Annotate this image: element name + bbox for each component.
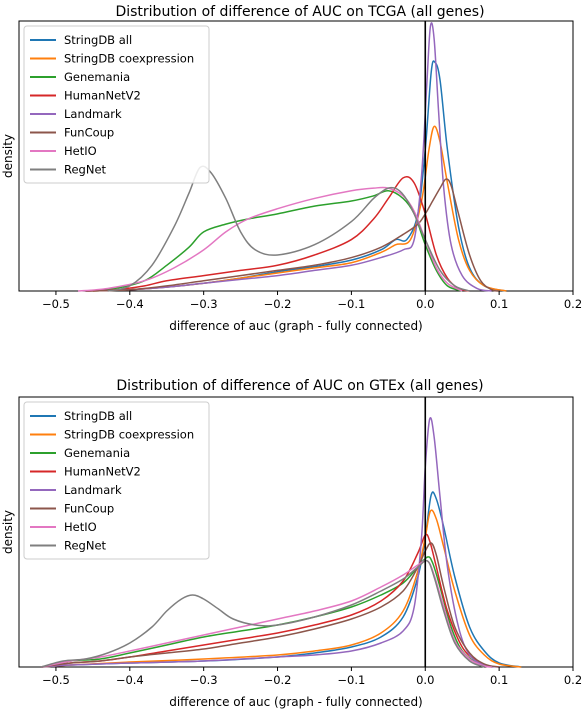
legend-entry: Landmark (64, 107, 122, 121)
legend-entry: Landmark (64, 483, 122, 497)
y-axis-label: density (1, 134, 15, 178)
x-tick-label: −0.1 (337, 297, 365, 311)
series-line (41, 559, 492, 668)
x-ticks: −0.5 −0.4 −0.3 −0.2 −0.1 0.0 0.1 0.2 (42, 667, 582, 687)
x-tick-label: −0.5 (42, 297, 70, 311)
x-ticks: −0.5 −0.4 −0.3 −0.2 −0.1 0.0 0.1 0.2 (42, 291, 582, 311)
legend-entry: Genemania (64, 70, 130, 84)
chart-tcga: Distribution of difference of AUC on TCG… (1, 4, 582, 333)
series-line (85, 175, 470, 292)
legend-entry: Genemania (64, 446, 130, 460)
series-line (41, 556, 492, 668)
x-tick-label: 0.2 (564, 297, 582, 311)
series-line (85, 22, 492, 292)
legend-entry: RegNet (64, 163, 107, 177)
x-axis-label: difference of auc (graph - fully connect… (169, 695, 423, 709)
series-line (40, 559, 485, 668)
x-tick-label: 0.0 (416, 297, 434, 311)
plot-frame (18, 396, 574, 668)
x-tick-label: 0.1 (490, 297, 508, 311)
legend-entry: HumanNetV2 (64, 465, 141, 479)
chart-title: Distribution of difference of AUC on GTE… (116, 378, 483, 394)
legend-entry: FunCoup (64, 126, 114, 140)
y-axis-label: density (1, 510, 15, 554)
x-tick-label: −0.3 (190, 297, 218, 311)
x-tick-label: −0.1 (337, 673, 365, 687)
series-layer (40, 417, 522, 668)
legend: StringDB all StringDB coexpression Geneman… (23, 25, 210, 184)
x-axis-label: difference of auc (graph - fully connect… (169, 319, 423, 333)
x-tick-label: −0.5 (42, 673, 70, 687)
legend-entry: StringDB coexpression (64, 52, 194, 66)
legend: StringDB all StringDB coexpression Geneman… (23, 401, 210, 560)
legend-box (23, 25, 210, 184)
x-tick-label: 0.0 (416, 673, 434, 687)
x-tick-label: −0.4 (116, 297, 144, 311)
x-tick-label: −0.2 (264, 297, 292, 311)
legend-box (23, 401, 210, 560)
legend-entry: HetIO (64, 144, 97, 158)
series-line (41, 542, 500, 668)
legend-entry: HumanNetV2 (64, 89, 141, 103)
legend-entry: StringDB all (64, 33, 132, 47)
series-line (41, 417, 500, 668)
series-line (78, 186, 463, 292)
series-line (41, 509, 522, 668)
legend-entry: HetIO (64, 520, 97, 534)
legend-entry: RegNet (64, 539, 107, 553)
x-tick-label: −0.2 (264, 673, 292, 687)
legend-entry: FunCoup (64, 502, 114, 516)
x-tick-label: −0.4 (116, 673, 144, 687)
legend-entry: StringDB coexpression (64, 428, 194, 442)
x-tick-label: −0.3 (190, 673, 218, 687)
plot-frame (18, 20, 574, 292)
chart-gtex: Distribution of difference of AUC on GTE… (1, 378, 582, 709)
legend-entry: StringDB all (64, 409, 132, 423)
x-tick-label: 0.2 (564, 673, 582, 687)
chart-title: Distribution of difference of AUC on TCG… (115, 4, 484, 20)
series-line (107, 165, 470, 292)
x-tick-label: 0.1 (490, 673, 508, 687)
